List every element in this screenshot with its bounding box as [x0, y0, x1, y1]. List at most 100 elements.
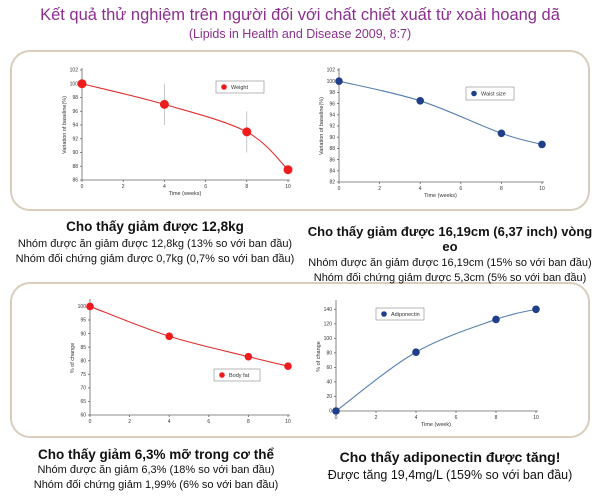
data-point [284, 362, 292, 370]
x-tick-label: 0 [81, 184, 84, 190]
legend-box [465, 86, 515, 101]
weight-chart: 86 88 90 92 94 96 98 100 102 0 2 4 6 8 10 Time (weeks) V… [62, 68, 293, 197]
caption-heading: Cho thấy giảm được 12,8kg [66, 219, 244, 234]
caption-waist: Cho thấy giảm được 16,19cm (6,37 inch) v… [302, 224, 598, 286]
y-tick-label: 80 [80, 358, 86, 364]
y-tick-label: 65 [80, 399, 86, 405]
y-tick-label: 80 [326, 351, 332, 357]
y-tick-label: 98 [329, 90, 335, 96]
data-point [242, 127, 252, 137]
x-tick-label: 8 [247, 419, 250, 425]
caption-line: Nhóm đối chứng giảm được 5,3cm (5% so vớ… [313, 272, 587, 284]
caption-adiponectin: Cho thấy adiponectin được tăng! Được tăn… [302, 449, 598, 484]
legend-label: Adiponectin [391, 312, 420, 318]
data-point [497, 129, 506, 138]
y-tick-label: 92 [329, 124, 335, 130]
caption-line: Được tăng 19,4mg/L (159% so với ban đầu) [327, 468, 573, 482]
x-tick-label: 2 [375, 415, 378, 421]
series-line [338, 80, 543, 146]
y-tick-label: 100 [327, 79, 336, 85]
y-tick-label: 96 [329, 101, 335, 107]
x-tick-label: 6 [459, 186, 462, 192]
x-tick-label: 0 [335, 415, 338, 421]
y-tick-label: 90 [72, 150, 78, 156]
x-tick-label: 8 [495, 415, 498, 421]
y-tick-label: 94 [329, 113, 335, 119]
caption-line: Nhóm đối chứng giảm 1,99% (6% so với ban… [33, 479, 279, 491]
x-tick-label: 10 [539, 186, 545, 192]
y-tick-label: 85 [80, 345, 86, 351]
legend-label: Weight [231, 85, 248, 91]
data-point [412, 348, 420, 356]
caption-heading: Cho thấy adiponectin được tăng! [339, 449, 561, 465]
y-axis-label: Variation of baseline(%) [62, 96, 68, 154]
x-tick-label: 2 [122, 184, 125, 190]
y-tick-label: 88 [329, 146, 335, 152]
y-tick-label: 88 [72, 164, 78, 170]
y-tick-label: 60 [326, 365, 332, 371]
y-tick-label: 20 [326, 394, 332, 400]
y-tick-label: 100 [70, 81, 79, 87]
caption-heading: Cho thấy giảm được 16,19cm (6,37 inch) v… [307, 224, 593, 254]
legend-label: Body fat [229, 373, 250, 379]
y-axis-label: % of change [316, 341, 322, 372]
x-tick-label: 8 [245, 184, 248, 190]
y-tick-label: 40 [326, 380, 332, 386]
x-tick-label: 0 [89, 419, 92, 425]
caption-line: Nhóm được ăn giảm 6,3% (18% so với ban đ… [37, 464, 275, 476]
y-tick-label: 100 [78, 304, 87, 310]
x-tick-label: 10 [533, 415, 539, 421]
x-tick-label: 2 [378, 186, 381, 192]
caption-weight: Cho thấy giảm được 12,8kg Nhóm được ăn g… [10, 219, 300, 267]
legend-label: Waist size [481, 91, 506, 97]
data-point [159, 99, 169, 109]
data-point [244, 352, 253, 361]
data-point [532, 305, 540, 314]
legend-marker [219, 372, 225, 378]
data-point [492, 315, 500, 324]
series-line [335, 308, 537, 412]
y-tick-label: 60 [80, 413, 86, 419]
data-point [416, 97, 424, 105]
caption-line: Nhóm được ăn giảm được 12,8kg (13% so vớ… [17, 238, 293, 250]
legend-marker [471, 90, 477, 97]
data-point [165, 332, 173, 341]
y-tick-label: 102 [70, 68, 79, 74]
x-tick-label: 8 [500, 186, 503, 192]
data-point [335, 77, 343, 85]
caption-heading: Cho thấy giảm 6,3% mỡ trong cơ thể [38, 447, 274, 462]
y-tick-label: 75 [80, 372, 86, 378]
series-line [81, 83, 289, 171]
y-tick-label: 102 [327, 68, 336, 74]
legend-marker [221, 84, 227, 90]
x-tick-label: 6 [207, 419, 210, 425]
series-line [89, 305, 289, 367]
y-tick-label: 98 [72, 95, 78, 101]
legend-marker [381, 311, 387, 317]
legend-box [213, 368, 261, 382]
x-tick-label: 6 [455, 415, 458, 421]
x-axis-label: Time (weeks) [424, 193, 457, 199]
waist-chart: 82 84 86 88 90 92 94 96 98 100 102 0 2 4 6 8 10 Time (wee… [319, 68, 546, 199]
y-tick-label: 82 [329, 180, 335, 186]
x-tick-label: 2 [128, 419, 131, 425]
x-tick-label: 4 [168, 419, 171, 425]
y-tick-label: 70 [80, 386, 86, 392]
caption-line: Nhóm đối chứng giảm được 0,7kg (0,7% so … [15, 253, 295, 265]
x-tick-label: 0 [338, 186, 341, 192]
adiponectin-chart: 0 20 40 60 80 100 120 140 0 2 4 6 8 10 Time (week) % of… [316, 300, 540, 428]
x-tick-label: 4 [415, 415, 418, 421]
y-axis-label: Variation of baseline(%) [319, 97, 325, 155]
y-tick-label: 92 [72, 136, 78, 142]
x-tick-label: 4 [419, 186, 422, 192]
page-subtitle: (Lipids in Health and Disease 2009, 8:7) [188, 27, 412, 41]
legend-box [375, 307, 425, 321]
bottom-panel [10, 282, 590, 438]
data-point [538, 140, 546, 149]
x-axis-label: Time (week) [421, 422, 451, 428]
y-tick-label: 94 [72, 123, 78, 129]
y-tick-label: 86 [329, 157, 335, 163]
y-tick-label: 90 [329, 135, 335, 141]
body-fat-chart: 60 65 70 75 80 85 90 95 100 0 2 4 6 8 10 % of change Bod… [70, 299, 292, 425]
x-tick-label: 6 [204, 184, 207, 190]
